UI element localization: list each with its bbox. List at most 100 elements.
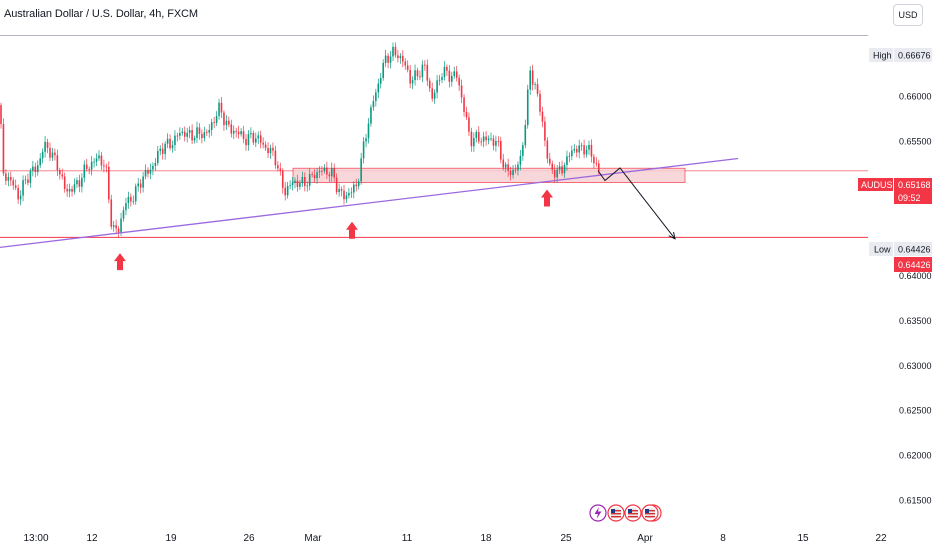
candle-body [100,155,103,166]
candle [39,153,41,169]
candle [137,177,139,192]
candle [232,125,235,140]
candle-body [73,184,76,192]
time-tick-label: 19 [165,533,177,544]
candle-body [531,70,534,85]
candle-body [93,161,95,163]
candle [56,149,59,176]
candle-body [181,131,184,134]
candle [563,162,566,178]
candle-body [468,117,470,132]
countdown: 09:52 [898,193,921,203]
candle [524,119,527,149]
candle [100,152,103,171]
candle-body [575,148,578,153]
candle [188,126,191,139]
candle [277,161,279,172]
candle [2,118,5,176]
candle [436,75,438,99]
candle-body [451,75,453,82]
price-tick-label: 0.65500 [899,137,932,147]
candle [514,164,517,174]
candle-body [188,130,191,133]
candle [110,194,113,230]
candle-body [296,180,299,187]
candle-body [228,120,230,125]
candle-body [470,131,473,147]
candle [24,175,27,185]
candle-body [169,138,171,149]
candle-body [2,123,5,174]
candle-body [7,177,10,181]
candle-body [259,135,262,143]
time-tick-label: 11 [402,533,413,544]
low-value: 0.64426 [898,245,931,255]
candle [463,94,465,117]
candle [482,131,485,148]
candle [566,150,568,171]
candle [424,60,426,71]
lightning-icon[interactable] [589,504,607,522]
candle [585,145,588,158]
us-flag-icon[interactable] [607,504,625,522]
candle-body [357,181,360,187]
candle [384,49,387,67]
candle [394,42,397,58]
candle [34,162,37,178]
candle-body [512,169,514,176]
candle [208,124,211,138]
candle-body [46,141,49,148]
candle [95,153,98,166]
candle [255,132,257,148]
candle [289,180,291,190]
candle [174,130,176,151]
candle-body [563,165,566,174]
price-tick-label: 0.61500 [899,495,932,505]
candle [526,84,529,129]
candle-body [66,188,68,192]
candle-body [497,141,500,142]
candle-body [134,186,137,202]
candle [291,177,294,191]
candle-body [122,210,125,219]
candle [237,125,240,139]
price-tick-label: 0.63000 [899,361,932,371]
candle [382,59,384,81]
candle-body [54,152,56,156]
candle-body [514,169,517,171]
candle [27,173,29,186]
candle-body [517,164,519,171]
candle-body [411,80,414,84]
currency-button[interactable]: USD [893,4,923,26]
candle [0,102,2,129]
candle [14,179,17,191]
candle [446,64,448,77]
candle [49,142,51,162]
candle-body [252,132,255,143]
candle-body [500,141,502,160]
candle-body [269,147,272,154]
candle [431,82,433,102]
time-tick-label: Apr [637,533,653,544]
candle [404,58,407,70]
candle-body [255,138,257,143]
candle-body [105,166,108,168]
candle [335,173,338,195]
us-flag-icon[interactable] [641,504,662,522]
candle [117,225,120,238]
candle-body [399,55,402,59]
event-icons[interactable] [589,504,662,522]
candle-body [326,167,328,175]
candle-body [568,156,571,157]
trend-line [0,157,739,248]
candle-body [257,135,260,139]
candle-body [375,92,377,102]
candle [357,178,360,190]
candle-body [41,151,44,159]
candle [98,150,100,161]
time-tick-label: 25 [560,533,572,544]
us-flag-icon[interactable] [624,504,642,522]
candle-body [458,77,460,86]
price-tick-label: 0.64000 [899,271,932,281]
